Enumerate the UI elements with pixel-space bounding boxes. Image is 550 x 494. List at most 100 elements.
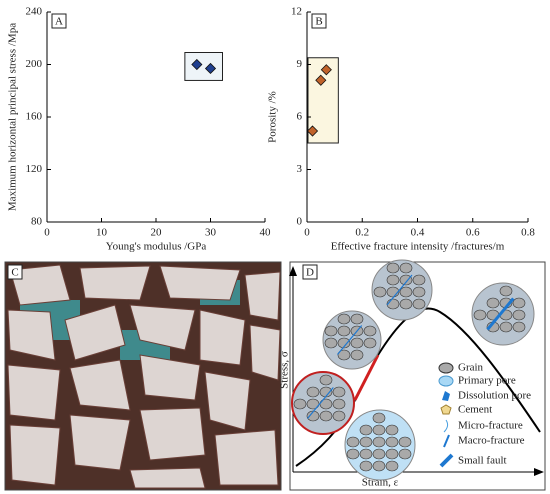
grain bbox=[337, 337, 351, 349]
x-tick-label: 0 bbox=[304, 227, 310, 239]
grain bbox=[372, 460, 386, 472]
y-tick-label: 9 bbox=[297, 58, 303, 70]
data-point bbox=[204, 62, 217, 75]
grain bbox=[372, 448, 386, 460]
data-point bbox=[320, 64, 332, 76]
grain bbox=[332, 386, 346, 398]
grain bbox=[7, 364, 61, 421]
grain bbox=[373, 286, 387, 298]
grain bbox=[159, 265, 241, 301]
grain bbox=[512, 309, 526, 321]
grain bbox=[350, 349, 364, 361]
grain bbox=[64, 304, 126, 361]
y-tick-label: 12 bbox=[291, 6, 302, 18]
panel-label: C bbox=[11, 267, 18, 279]
grain bbox=[372, 436, 386, 448]
y-tick-label: 160 bbox=[26, 111, 43, 123]
legend-label: Micro-fracture bbox=[458, 420, 523, 432]
arrowhead bbox=[289, 266, 297, 276]
data-point bbox=[191, 58, 203, 71]
panel-box bbox=[51, 13, 67, 29]
fracture bbox=[337, 325, 363, 355]
grain bbox=[129, 467, 206, 489]
legend-label: Small fault bbox=[458, 455, 507, 467]
photo: C bbox=[4, 261, 282, 491]
grain bbox=[129, 304, 196, 351]
grain bbox=[386, 274, 400, 286]
grain bbox=[249, 324, 281, 381]
y-tick-label: 0 bbox=[297, 216, 303, 228]
panel-box bbox=[311, 13, 327, 29]
grain bbox=[399, 286, 413, 298]
grain bbox=[69, 359, 131, 411]
grain bbox=[399, 298, 413, 310]
x-tick-label: 0.4 bbox=[411, 227, 425, 239]
photo-frame bbox=[4, 261, 282, 491]
legend-label: Dissolution pore bbox=[458, 390, 531, 402]
grain bbox=[372, 412, 386, 424]
grain bbox=[293, 398, 307, 410]
grain bbox=[398, 448, 412, 460]
grain bbox=[359, 424, 373, 436]
legend-icon bbox=[443, 434, 450, 448]
grain bbox=[499, 321, 513, 333]
grain bbox=[204, 371, 251, 431]
fracture bbox=[486, 297, 515, 331]
stress-curve bbox=[377, 307, 541, 433]
legend-icon bbox=[440, 404, 452, 415]
grain bbox=[359, 448, 373, 460]
grain bbox=[350, 313, 364, 325]
grain bbox=[332, 398, 346, 410]
grain bbox=[346, 436, 360, 448]
x-axis-title: Strain, ε bbox=[362, 477, 399, 489]
y-tick-label: 200 bbox=[26, 58, 43, 70]
x-tick-label: 30 bbox=[205, 227, 217, 239]
legend-icon bbox=[438, 375, 454, 387]
grain bbox=[337, 349, 351, 361]
grain bbox=[346, 448, 360, 460]
grain bbox=[473, 309, 487, 321]
grain bbox=[9, 264, 71, 306]
grain bbox=[306, 386, 320, 398]
legend-icon bbox=[439, 453, 454, 468]
x-tick-label: 10 bbox=[96, 227, 108, 239]
grain bbox=[385, 436, 399, 448]
y-tick-label: 6 bbox=[297, 111, 303, 123]
grain bbox=[324, 325, 338, 337]
grain bbox=[359, 460, 373, 472]
y-tick-label: 240 bbox=[26, 6, 43, 18]
grain bbox=[337, 313, 351, 325]
x-axis-title: Effective fracture intensity /fractures/… bbox=[331, 241, 505, 253]
grain bbox=[512, 297, 526, 309]
grain bbox=[350, 337, 364, 349]
grain bbox=[412, 286, 426, 298]
data-point bbox=[315, 74, 327, 86]
legend-label: Grain bbox=[458, 362, 484, 374]
legend-icon bbox=[438, 362, 454, 374]
grain bbox=[9, 424, 61, 486]
grain bbox=[332, 410, 346, 422]
y-axis-title: Maximum horizontal principal stress /Mpa bbox=[7, 23, 19, 211]
panel-label: A bbox=[55, 16, 63, 28]
grain bbox=[244, 271, 281, 321]
legend-label: Primary pore bbox=[458, 375, 516, 387]
grain bbox=[372, 424, 386, 436]
panel-label: B bbox=[315, 16, 322, 28]
elastic-segment bbox=[353, 354, 380, 401]
y-axis-title: Porosity /% bbox=[267, 91, 279, 143]
grain bbox=[319, 410, 333, 422]
data-point bbox=[306, 125, 319, 137]
grain bbox=[386, 298, 400, 310]
x-tick-label: 20 bbox=[151, 227, 163, 239]
fracture bbox=[386, 274, 413, 306]
grain bbox=[319, 374, 333, 386]
x-tick-label: 0.2 bbox=[355, 227, 369, 239]
grain bbox=[512, 321, 526, 333]
grains bbox=[7, 264, 281, 489]
panel-box bbox=[302, 264, 318, 280]
legend-label: Cement bbox=[458, 404, 492, 416]
grain bbox=[385, 424, 399, 436]
grain bbox=[398, 436, 412, 448]
fracture bbox=[307, 387, 334, 419]
grain bbox=[385, 448, 399, 460]
